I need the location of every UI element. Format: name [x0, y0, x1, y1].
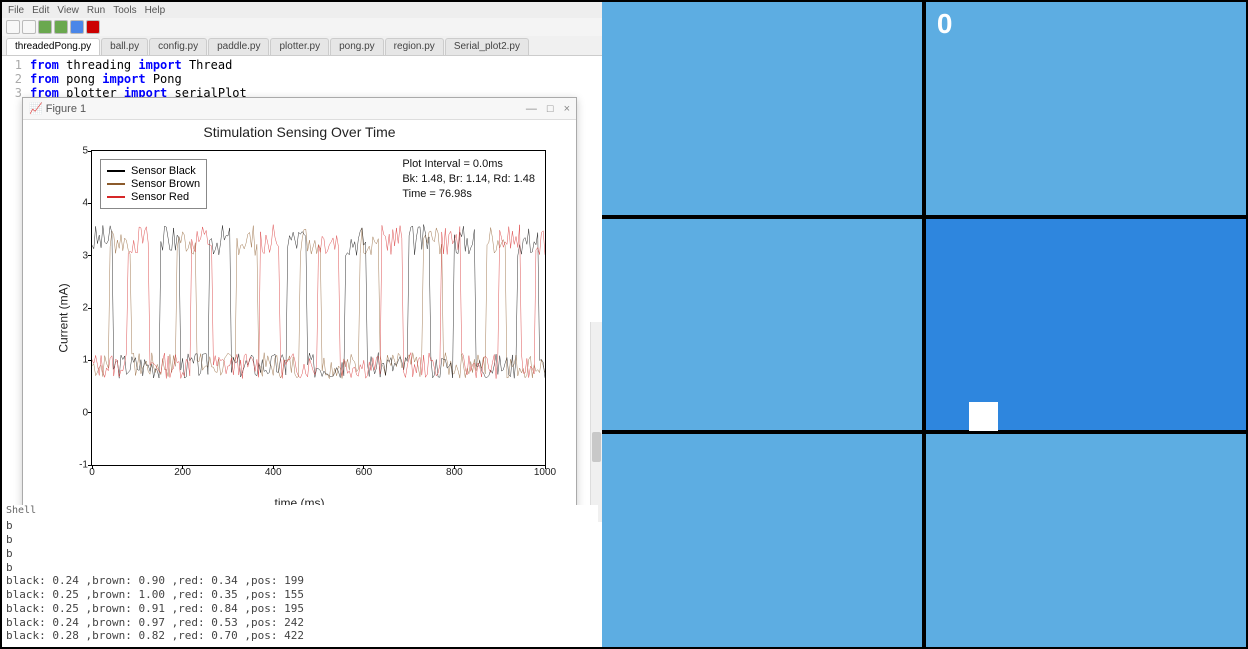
plot-title: Stimulation Sensing Over Time	[23, 124, 576, 140]
editor-tab[interactable]: threadedPong.py	[6, 38, 100, 55]
editor-tab-strip[interactable]: threadedPong.pyball.pyconfig.pypaddle.py…	[2, 36, 602, 56]
grid-line	[602, 215, 1246, 219]
pong-game-window[interactable]: 0	[602, 2, 1246, 647]
console-line: black: 0.24 ,brown: 0.90 ,red: 0.34 ,pos…	[6, 574, 598, 588]
code-line[interactable]: 1from threading import Thread	[2, 58, 602, 72]
menu-bar[interactable]: File Edit View Run Tools Help	[2, 2, 602, 18]
ide-pane: File Edit View Run Tools Help threadedPong.py…	[2, 2, 602, 647]
editor-tab[interactable]: config.py	[149, 38, 207, 55]
code-editor[interactable]: 1from threading import Thread2from pong …	[2, 56, 602, 102]
pong-ball	[969, 402, 998, 431]
active-region	[924, 217, 1246, 432]
console-line: black: 0.28 ,brown: 0.82 ,red: 0.70 ,pos…	[6, 629, 598, 643]
editor-tab[interactable]: pong.py	[330, 38, 384, 55]
minimize-icon[interactable]: —	[526, 103, 537, 115]
stop-icon[interactable]	[86, 20, 100, 34]
editor-tab[interactable]: ball.py	[101, 38, 148, 55]
run-icon[interactable]	[54, 20, 68, 34]
code-line[interactable]: 2from pong import Pong	[2, 72, 602, 86]
save-icon[interactable]	[38, 20, 52, 34]
matplotlib-figure-window[interactable]: 📈 Figure 1 — □ × Stimulation Sensing Ove…	[22, 97, 577, 547]
menu-help[interactable]: Help	[145, 5, 166, 16]
console-line: black: 0.25 ,brown: 1.00 ,red: 0.35 ,pos…	[6, 588, 598, 602]
grid-line	[602, 430, 1246, 434]
menu-edit[interactable]: Edit	[32, 5, 49, 16]
shell-output[interactable]: Shell bbbb black: 0.24 ,brown: 0.90 ,red…	[6, 505, 598, 643]
shell-label: Shell	[6, 505, 598, 518]
figure-icon: 📈	[29, 103, 43, 115]
score-display: 0	[937, 8, 953, 40]
figure-canvas: Stimulation Sensing Over Time Current (m…	[23, 120, 576, 516]
close-icon[interactable]: ×	[564, 103, 570, 115]
plot-ylabel: Current (mA)	[57, 283, 71, 352]
menu-tools[interactable]: Tools	[113, 5, 136, 16]
editor-tab[interactable]: region.py	[385, 38, 444, 55]
ide-toolbar[interactable]	[2, 18, 602, 36]
open-icon[interactable]	[22, 20, 36, 34]
grid-line	[922, 2, 926, 647]
menu-file[interactable]: File	[8, 5, 24, 16]
menu-view[interactable]: View	[57, 5, 79, 16]
figure-window-title: Figure 1	[46, 103, 86, 115]
editor-scrollbar[interactable]	[590, 322, 602, 522]
new-icon[interactable]	[6, 20, 20, 34]
console-line: black: 0.25 ,brown: 0.91 ,red: 0.84 ,pos…	[6, 602, 598, 616]
console-line: black: 0.24 ,brown: 0.97 ,red: 0.53 ,pos…	[6, 616, 598, 630]
debug-step-icon[interactable]	[70, 20, 84, 34]
menu-run[interactable]: Run	[87, 5, 105, 16]
editor-tab[interactable]: Serial_plot2.py	[445, 38, 529, 55]
editor-tab[interactable]: paddle.py	[208, 38, 269, 55]
plot-axes: Sensor BlackSensor BrownSensor Red Plot …	[91, 150, 546, 466]
editor-tab[interactable]: plotter.py	[270, 38, 329, 55]
maximize-icon[interactable]: □	[547, 103, 554, 115]
figure-titlebar[interactable]: 📈 Figure 1 — □ ×	[23, 98, 576, 120]
